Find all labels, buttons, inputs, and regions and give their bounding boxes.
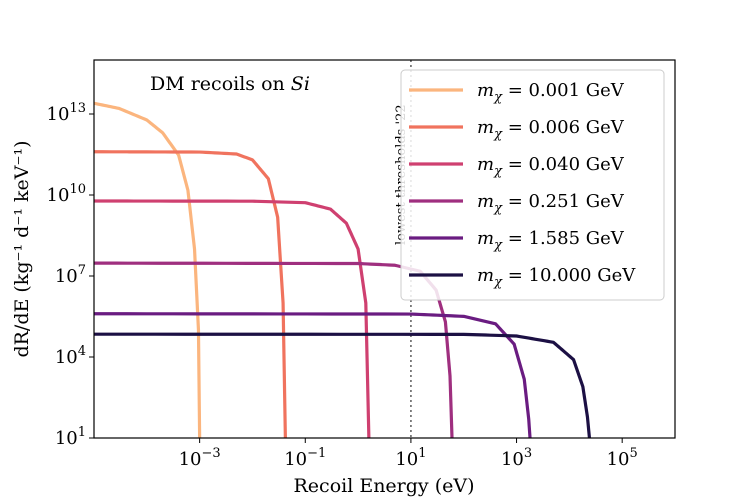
x-tick-label: 101 xyxy=(395,446,426,470)
y-tick-label: 1010 xyxy=(47,182,86,206)
legend-label-3: mχ = 0.040 GeV xyxy=(477,154,625,179)
x-tick-label: 10−1 xyxy=(284,446,326,470)
x-tick-label: 105 xyxy=(607,446,638,470)
x-axis: 10−3 10−1 101 103 105 xyxy=(179,438,638,470)
y-tick-label: 104 xyxy=(55,344,86,368)
y-axis-label: dR/dE (kg⁻¹ d⁻¹ keV⁻¹) xyxy=(11,140,33,357)
legend-label-4: mχ = 0.251 GeV xyxy=(477,191,625,216)
legend: mχ = 0.001 GeV mχ = 0.006 GeV mχ = 0.040 G… xyxy=(400,69,665,301)
legend-box xyxy=(400,69,665,301)
series-line-3 xyxy=(94,199,371,438)
series-line-6 xyxy=(94,332,592,438)
legend-label-5: mχ = 1.585 GeV xyxy=(477,228,625,253)
series-line-1 xyxy=(94,101,202,438)
y-tick-label: 107 xyxy=(55,263,86,287)
series-line-4 xyxy=(94,261,454,438)
series-line-2 xyxy=(94,150,287,438)
x-tick-label: 103 xyxy=(501,446,532,470)
y-axis: 101 104 107 1010 1013 xyxy=(47,101,94,449)
chart-title: DM recoils on Si xyxy=(150,73,310,95)
x-axis-label: Recoil Energy (eV) xyxy=(294,475,475,497)
plot-frame xyxy=(93,59,676,439)
legend-label-1: mχ = 0.001 GeV xyxy=(477,80,625,105)
legend-label-6: mχ = 10.000 GeV xyxy=(477,265,636,290)
y-tick-label: 101 xyxy=(55,425,86,449)
series-line-5 xyxy=(94,312,532,438)
legend-label-2: mχ = 0.006 GeV xyxy=(477,117,625,142)
y-tick-label: 1013 xyxy=(47,101,86,125)
x-tick-label: 10−3 xyxy=(179,446,221,470)
